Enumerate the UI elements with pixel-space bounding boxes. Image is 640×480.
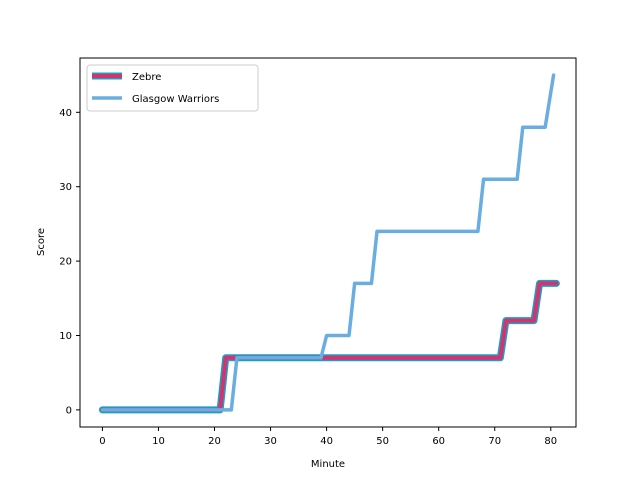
plot-area: [80, 58, 576, 427]
y-tick-label: 40: [59, 108, 72, 119]
series-line-1: [100, 281, 559, 412]
x-tick-label: 40: [320, 436, 333, 447]
legend-label: Zebre: [132, 72, 161, 83]
series-line-2: [100, 73, 556, 412]
x-tick-label: 0: [99, 436, 105, 447]
plot-frame: [79, 57, 577, 428]
legend-label: Glasgow Warriors: [132, 94, 219, 105]
y-axis-ticks: 0 10 20 30 40: [59, 108, 80, 416]
x-tick-label: 70: [488, 436, 501, 447]
y-tick-label: 20: [59, 257, 72, 268]
y-tick-label: 0: [66, 405, 72, 416]
legend: Zebre Glasgow Warriors: [86, 64, 259, 112]
legend-box: [86, 64, 259, 112]
x-axis-label: Minute: [311, 459, 345, 470]
x-tick-label: 10: [152, 436, 165, 447]
y-tick-label: 10: [59, 331, 72, 342]
x-tick-label: 60: [432, 436, 445, 447]
x-tick-label: 20: [208, 436, 221, 447]
x-tick-label: 30: [264, 436, 277, 447]
series-layer: [98, 73, 560, 414]
x-axis-ticks: 0 10 20 30 40 50 60 70 80: [99, 427, 557, 447]
x-tick-label: 50: [376, 436, 389, 447]
y-axis-label: Score: [36, 228, 47, 256]
x-tick-label: 80: [544, 436, 557, 447]
y-tick-label: 30: [59, 182, 72, 193]
